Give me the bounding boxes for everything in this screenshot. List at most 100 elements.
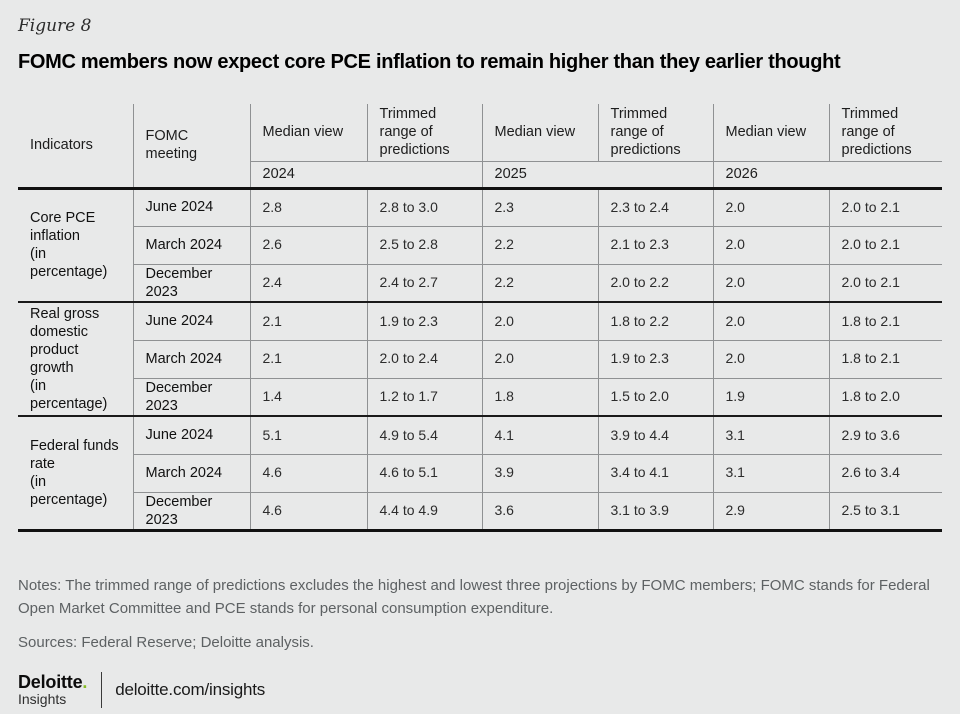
table-row: December 2023 1.4 1.2 to 1.7 1.8 1.5 to … <box>18 377 942 416</box>
column-header-median-view-2024: Median view <box>249 104 367 161</box>
value-cell: 2.8 to 3.0 <box>366 187 482 226</box>
meeting-cell: December 2023 <box>132 263 250 302</box>
value-cell: 2.0 <box>712 263 829 302</box>
value-cell: 2.0 <box>481 339 598 378</box>
indicator-label-core-pce: Core PCE inflation (in percentage) <box>18 187 133 302</box>
value-cell: 2.0 <box>481 301 598 340</box>
column-header-trimmed-range-2024: Trimmed range of predictions <box>366 104 482 161</box>
value-cell: 4.6 <box>249 491 367 532</box>
meeting-cell: March 2024 <box>132 453 250 492</box>
value-cell: 4.1 <box>481 415 598 454</box>
column-header-median-view-2025: Median view <box>481 104 598 161</box>
value-cell: 2.0 to 2.1 <box>828 225 942 264</box>
value-cell: 2.4 to 2.7 <box>366 263 482 302</box>
table-row: March 2024 2.1 2.0 to 2.4 2.0 1.9 to 2.3… <box>18 339 942 378</box>
value-cell: 1.8 to 2.1 <box>828 339 942 378</box>
value-cell: 2.9 <box>712 491 829 532</box>
value-cell: 3.1 <box>712 453 829 492</box>
table-row: March 2024 2.6 2.5 to 2.8 2.2 2.1 to 2.3… <box>18 225 942 264</box>
value-cell: 2.0 <box>712 301 829 340</box>
value-cell: 1.5 to 2.0 <box>597 377 713 416</box>
year-header-2024: 2024 <box>249 160 482 190</box>
value-cell: 2.0 to 2.2 <box>597 263 713 302</box>
table-row: December 2023 2.4 2.4 to 2.7 2.2 2.0 to … <box>18 263 942 302</box>
column-header-fomc-meeting: FOMC meeting <box>132 104 250 190</box>
value-cell: 3.1 to 3.9 <box>597 491 713 532</box>
value-cell: 1.4 <box>249 377 367 416</box>
value-cell: 3.6 <box>481 491 598 532</box>
figure-label: Figure 8 <box>18 16 92 36</box>
value-cell: 2.0 to 2.1 <box>828 187 942 226</box>
value-cell: 2.3 <box>481 187 598 226</box>
value-cell: 2.0 <box>712 225 829 264</box>
value-cell: 1.9 to 2.3 <box>366 301 482 340</box>
year-header-2025: 2025 <box>481 160 713 190</box>
table-header-row: Indicators FOMC meeting Median view Trim… <box>18 104 942 190</box>
year-header-2026: 2026 <box>712 160 942 190</box>
value-cell: 1.8 <box>481 377 598 416</box>
table-row: Real gross domestic product growth (in p… <box>18 301 942 416</box>
value-cell: 2.1 <box>249 301 367 340</box>
value-cell: 4.6 to 5.1 <box>366 453 482 492</box>
value-cell: 3.9 <box>481 453 598 492</box>
value-cell: 2.8 <box>249 187 367 226</box>
value-cell: 2.0 to 2.4 <box>366 339 482 378</box>
value-cell: 2.9 to 3.6 <box>828 415 942 454</box>
page-title: FOMC members now expect core PCE inflati… <box>18 51 841 73</box>
value-cell: 2.4 <box>249 263 367 302</box>
value-cell: 2.0 <box>712 187 829 226</box>
meeting-cell: March 2024 <box>132 225 250 264</box>
value-cell: 3.4 to 4.1 <box>597 453 713 492</box>
meeting-cell: June 2024 <box>132 301 250 340</box>
value-cell: 3.1 <box>712 415 829 454</box>
value-cell: 1.8 to 2.2 <box>597 301 713 340</box>
value-cell: 2.2 <box>481 225 598 264</box>
table-row: March 2024 4.6 4.6 to 5.1 3.9 3.4 to 4.1… <box>18 453 942 492</box>
value-cell: 2.5 to 3.1 <box>828 491 942 532</box>
fomc-projections-table: Indicators FOMC meeting Median view Trim… <box>18 104 942 532</box>
insights-label: Insights <box>18 691 67 708</box>
value-cell: 2.1 <box>249 339 367 378</box>
sources-text: Sources: Federal Reserve; Deloitte analy… <box>18 634 314 652</box>
value-cell: 2.0 to 2.1 <box>828 263 942 302</box>
indicator-label-fed-funds: Federal funds rate (in percentage) <box>18 414 133 532</box>
meeting-cell: June 2024 <box>132 415 250 454</box>
insights-url: deloitte.com/insights <box>115 680 266 700</box>
value-cell: 1.9 <box>712 377 829 416</box>
table-row: December 2023 4.6 4.4 to 4.9 3.6 3.1 to … <box>18 491 942 532</box>
table-row: Federal funds rate (in percentage) June … <box>18 414 942 532</box>
value-cell: 2.1 to 2.3 <box>597 225 713 264</box>
table-year-row: 2024 2025 2026 <box>18 160 942 190</box>
value-cell: 2.6 <box>249 225 367 264</box>
column-header-indicators: Indicators <box>18 104 133 190</box>
value-cell: 4.6 <box>249 453 367 492</box>
value-cell: 2.0 <box>712 339 829 378</box>
column-header-trimmed-range-2025: Trimmed range of predictions <box>597 104 713 161</box>
value-cell: 1.8 to 2.1 <box>828 301 942 340</box>
value-cell: 2.6 to 3.4 <box>828 453 942 492</box>
deloitte-green-dot: . <box>82 672 88 693</box>
value-cell: 1.2 to 1.7 <box>366 377 482 416</box>
notes-text: Notes: The trimmed range of predictions … <box>18 576 930 617</box>
value-cell: 4.4 to 4.9 <box>366 491 482 532</box>
column-header-median-view-2026: Median view <box>712 104 829 161</box>
table-row: Core PCE inflation (in percentage) June … <box>18 187 942 302</box>
column-header-trimmed-range-2026: Trimmed range of predictions <box>828 104 942 161</box>
value-cell: 2.5 to 2.8 <box>366 225 482 264</box>
logo-divider <box>101 672 103 709</box>
value-cell: 2.3 to 2.4 <box>597 187 713 226</box>
value-cell: 4.9 to 5.4 <box>366 415 482 454</box>
value-cell: 5.1 <box>249 415 367 454</box>
brand-text: Deloitte <box>18 672 83 693</box>
brand-name: Deloitte. <box>18 673 87 691</box>
meeting-cell: December 2023 <box>132 377 250 416</box>
indicator-label-real-gdp: Real gross domestic product growth (in p… <box>18 301 133 416</box>
meeting-cell: March 2024 <box>132 339 250 378</box>
value-cell: 2.2 <box>481 263 598 302</box>
meeting-cell: June 2024 <box>132 187 250 226</box>
value-cell: 3.9 to 4.4 <box>597 415 713 454</box>
value-cell: 1.9 to 2.3 <box>597 339 713 378</box>
meeting-cell: December 2023 <box>132 491 250 532</box>
value-cell: 1.8 to 2.0 <box>828 377 942 416</box>
